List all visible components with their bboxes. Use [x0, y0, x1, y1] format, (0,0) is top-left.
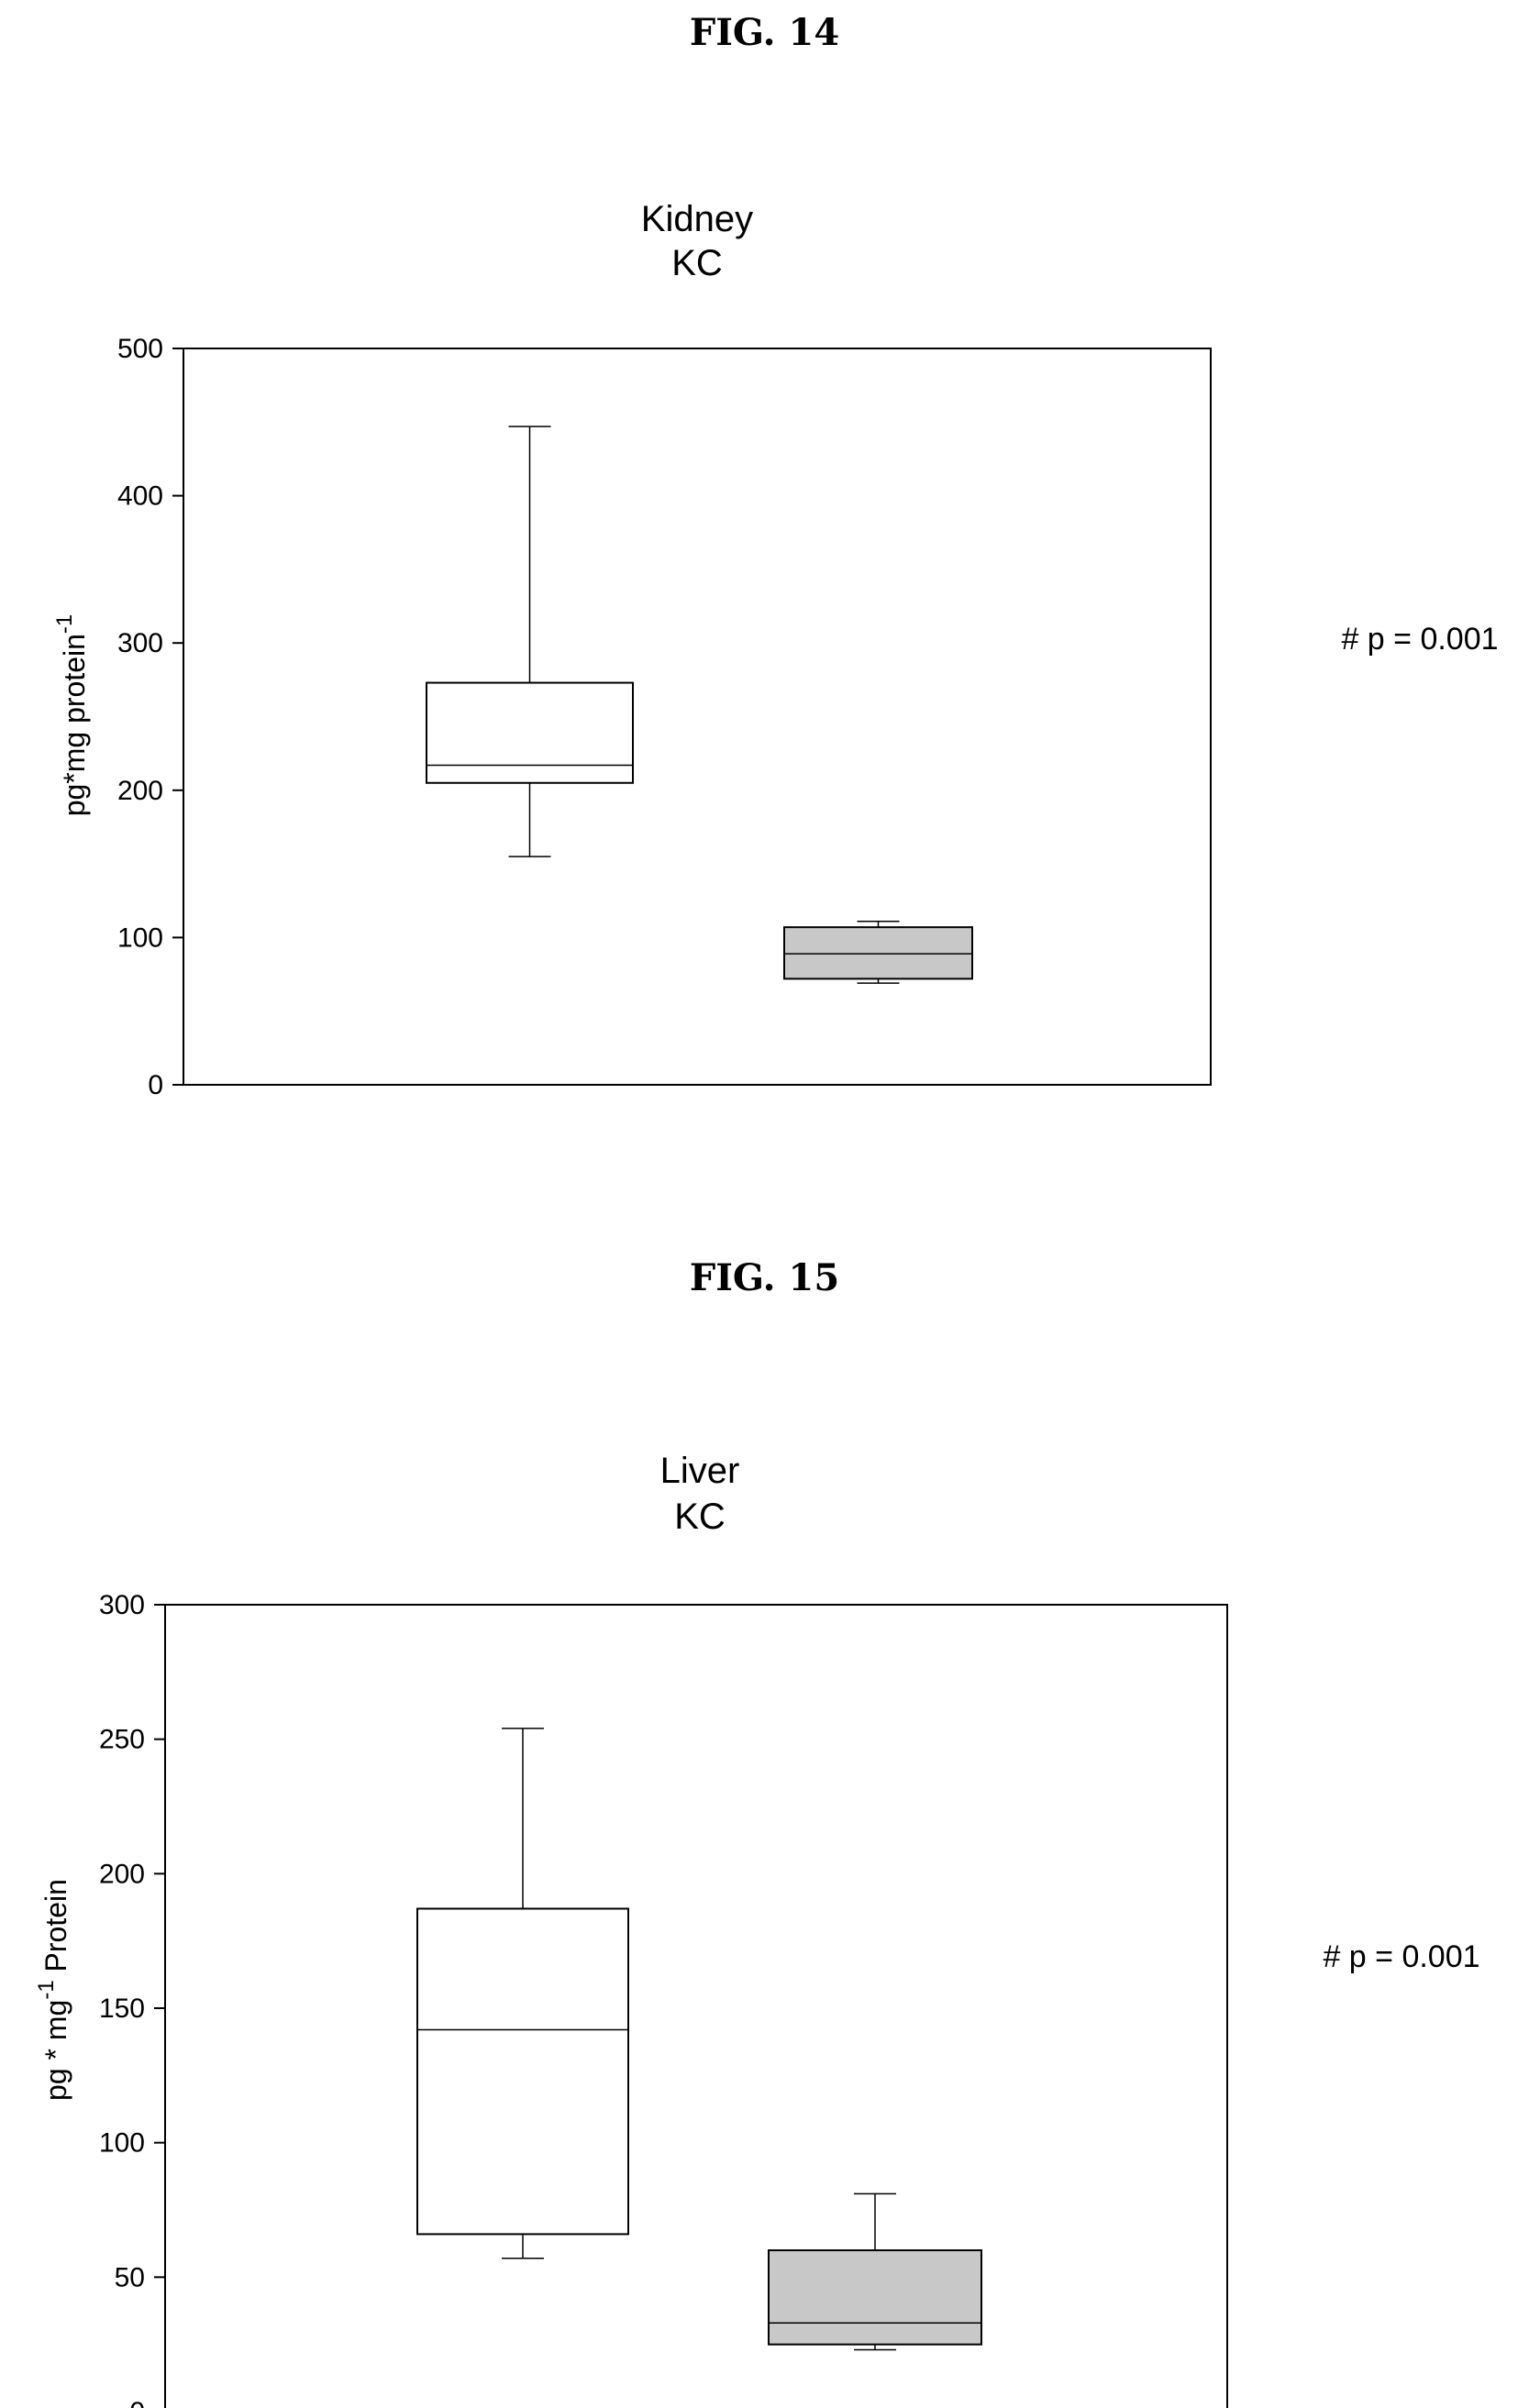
box-1 — [416, 1728, 629, 2259]
chart-2: Liver KC 0 50 100 150 200 250 300 pg * mg-1 Prote… — [34, 1451, 1480, 2408]
y-tick-label: 300 — [99, 1590, 145, 1620]
chart-subtitle: KC — [674, 1497, 726, 1537]
plot-frame — [183, 348, 1212, 1086]
chart-subtitle: KC — [671, 243, 723, 283]
box-iqr — [783, 926, 973, 980]
box-2 — [783, 920, 973, 984]
y-tick-label: 50 — [115, 2262, 145, 2292]
box-iqr — [426, 681, 634, 784]
box-iqr — [768, 2249, 982, 2346]
box-iqr — [416, 1907, 629, 2236]
y-tick-label: 100 — [117, 922, 163, 953]
y-tick-label: 0 — [148, 1070, 163, 1100]
y-axis-label: pg*mg protein-1 — [52, 614, 91, 817]
p-value-annotation: # p = 0.001 — [1341, 622, 1498, 657]
y-axis-label: pg * mg-1 Protein — [34, 1879, 72, 2101]
y-tick-label: 0 — [129, 2397, 145, 2408]
plot-frame — [164, 1604, 1228, 2408]
y-tick-label: 300 — [117, 628, 163, 658]
y-tick-label: 200 — [117, 776, 163, 806]
box-1 — [426, 425, 634, 857]
y-tick-label: 500 — [117, 334, 163, 364]
figure-label-15: FIG. 15 — [689, 1256, 840, 1299]
figure-label-14: FIG. 14 — [689, 11, 840, 54]
y-tick-label: 400 — [117, 481, 163, 512]
box-2 — [768, 2193, 982, 2351]
chart-title: Kidney — [641, 199, 753, 239]
y-tick-label: 250 — [99, 1725, 145, 1755]
chart-title: Liver — [660, 1451, 740, 1491]
y-tick-label: 100 — [99, 2128, 145, 2159]
p-value-annotation: # p = 0.001 — [1323, 1939, 1479, 1974]
y-tick-label: 150 — [99, 1994, 145, 2024]
y-tick-label: 200 — [99, 1859, 145, 1889]
